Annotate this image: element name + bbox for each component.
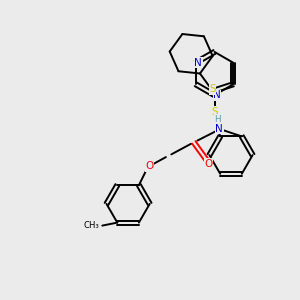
Text: S: S: [211, 106, 218, 117]
Text: CH₃: CH₃: [84, 221, 99, 230]
Text: H: H: [214, 115, 221, 124]
Text: O: O: [205, 159, 213, 169]
Text: N: N: [213, 90, 221, 100]
Text: N: N: [194, 58, 202, 68]
Text: O: O: [146, 161, 154, 171]
Text: N: N: [215, 124, 223, 134]
Text: S: S: [209, 85, 216, 94]
